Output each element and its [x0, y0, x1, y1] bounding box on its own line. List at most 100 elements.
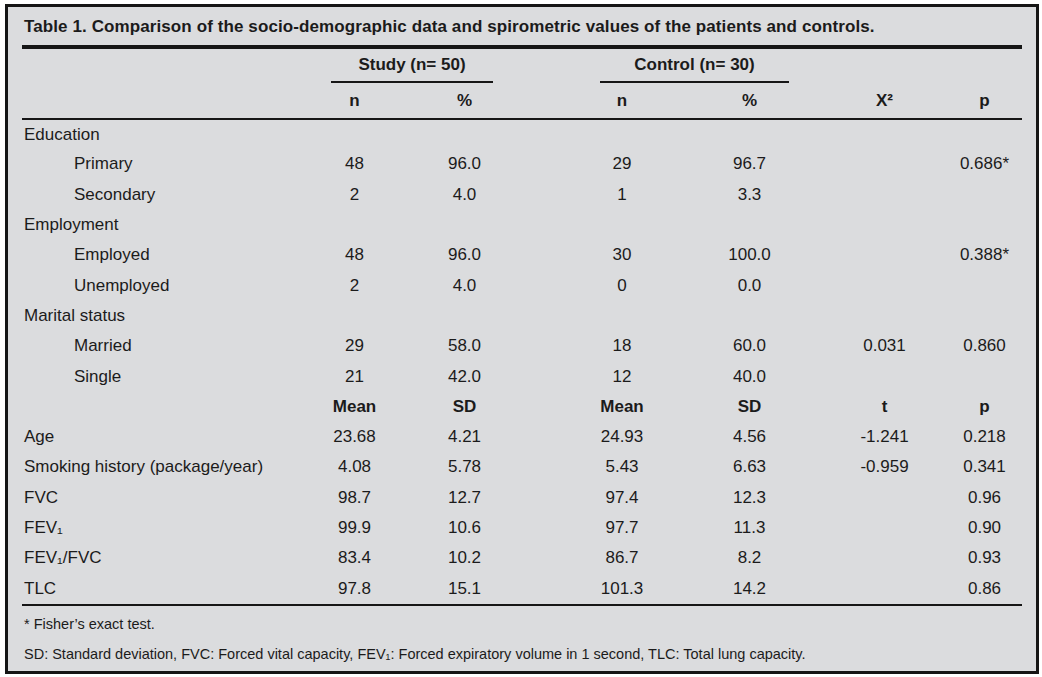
row-label: Married: [22, 331, 302, 361]
row-label: Secondary: [22, 180, 302, 210]
stat-col-header: p: [947, 392, 1022, 422]
cell-value: [947, 270, 1022, 300]
cell-value: 24.93: [567, 422, 677, 452]
column-gap: [522, 543, 567, 573]
row-label: FEV₁: [22, 513, 302, 543]
column-gap: [522, 392, 567, 422]
cell-value: [822, 543, 947, 573]
group-header-row: Study (n= 50) Control (n= 30): [22, 49, 1022, 83]
empty-header-cell: [947, 49, 1022, 83]
column-gap: [522, 49, 567, 83]
row-label: [22, 392, 302, 422]
column-gap: [522, 513, 567, 543]
cell-value: 0.031: [822, 331, 947, 361]
cell-value: 40.0: [677, 361, 822, 391]
cell-value: 96.7: [677, 149, 822, 179]
cell-value: [822, 270, 947, 300]
cell-value: 0.860: [947, 331, 1022, 361]
cell-value: 29: [567, 149, 677, 179]
data-row: Secondary24.013.3: [22, 180, 1022, 210]
cell-value: [822, 483, 947, 513]
empty-header-cell: [22, 49, 302, 83]
column-gap: [522, 83, 567, 119]
stat-header-row: MeanSDMeanSDtp: [22, 392, 1022, 422]
cell-value: 48: [302, 240, 407, 270]
table-title: Table 1. Comparison of the socio-demogra…: [22, 7, 1022, 45]
col-header-chi-square: X²: [822, 83, 947, 119]
data-row: Smoking history (package/year)4.085.785.…: [22, 452, 1022, 482]
cell-value: 5.78: [407, 452, 522, 482]
cell-value: 21: [302, 361, 407, 391]
cell-value: 96.0: [407, 240, 522, 270]
cell-value: 10.6: [407, 513, 522, 543]
empty-header-cell: [22, 83, 302, 119]
data-row: FEV₁99.910.697.711.30.90: [22, 513, 1022, 543]
col-header-control-pct: %: [677, 83, 822, 119]
row-label: Primary: [22, 149, 302, 179]
cell-value: [822, 240, 947, 270]
row-label: Age: [22, 422, 302, 452]
cell-value: 0.86: [947, 573, 1022, 603]
cell-value: 0.0: [677, 270, 822, 300]
cell-value: 29: [302, 331, 407, 361]
col-header-study-pct: %: [407, 83, 522, 119]
data-row: FVC98.712.797.412.30.96: [22, 483, 1022, 513]
cell-value: [822, 513, 947, 543]
category-label: Education: [22, 119, 1022, 149]
data-row: Single2142.01240.0: [22, 361, 1022, 391]
stat-col-header: SD: [677, 392, 822, 422]
cell-value: 8.2: [677, 543, 822, 573]
cell-value: 6.63: [677, 452, 822, 482]
study-group-label: Study (n= 50): [331, 55, 494, 83]
cell-value: 60.0: [677, 331, 822, 361]
cell-value: 0.218: [947, 422, 1022, 452]
cell-value: 12: [567, 361, 677, 391]
cell-value: [947, 180, 1022, 210]
column-gap: [522, 573, 567, 603]
cell-value: 96.0: [407, 149, 522, 179]
cell-value: 0.90: [947, 513, 1022, 543]
category-label: Employment: [22, 210, 1022, 240]
control-group-header: Control (n= 30): [567, 49, 822, 83]
cell-value: 86.7: [567, 543, 677, 573]
cell-value: 23.68: [302, 422, 407, 452]
data-row: Unemployed24.000.0: [22, 270, 1022, 300]
row-label: TLC: [22, 573, 302, 603]
row-label: Employed: [22, 240, 302, 270]
column-gap: [522, 361, 567, 391]
control-group-label: Control (n= 30): [600, 55, 789, 83]
cell-value: 30: [567, 240, 677, 270]
empty-header-cell: [822, 49, 947, 83]
count-header-row: n % n % X² p: [22, 83, 1022, 119]
cell-value: 99.9: [302, 513, 407, 543]
data-row: Employed4896.030100.00.388*: [22, 240, 1022, 270]
stat-col-header: SD: [407, 392, 522, 422]
cell-value: 10.2: [407, 543, 522, 573]
cell-value: 0.93: [947, 543, 1022, 573]
comparison-table: Study (n= 50) Control (n= 30) n % n % X²…: [22, 49, 1022, 604]
cell-value: 4.56: [677, 422, 822, 452]
column-gap: [522, 483, 567, 513]
category-label: Marital status: [22, 301, 1022, 331]
footnote-fisher: * Fisher’s exact test.: [22, 606, 1022, 633]
cell-value: 12.3: [677, 483, 822, 513]
stat-col-header: Mean: [302, 392, 407, 422]
category-row: Marital status: [22, 301, 1022, 331]
column-gap: [522, 240, 567, 270]
stat-col-header: Mean: [567, 392, 677, 422]
column-gap: [522, 422, 567, 452]
row-label: Unemployed: [22, 270, 302, 300]
category-row: Education: [22, 119, 1022, 149]
data-row: Primary4896.02996.70.686*: [22, 149, 1022, 179]
row-label: Single: [22, 361, 302, 391]
cell-value: [822, 149, 947, 179]
cell-value: 4.0: [407, 180, 522, 210]
cell-value: 58.0: [407, 331, 522, 361]
column-gap: [522, 270, 567, 300]
cell-value: 101.3: [567, 573, 677, 603]
data-row: Married2958.01860.00.0310.860: [22, 331, 1022, 361]
cell-value: 98.7: [302, 483, 407, 513]
cell-value: 4.08: [302, 452, 407, 482]
cell-value: 2: [302, 270, 407, 300]
column-gap: [522, 452, 567, 482]
